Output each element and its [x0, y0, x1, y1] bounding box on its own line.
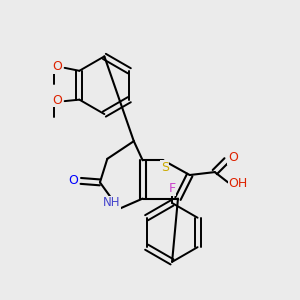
Text: NH: NH: [103, 196, 121, 209]
Text: OH: OH: [229, 177, 248, 190]
Text: S: S: [161, 161, 169, 174]
Text: O: O: [68, 173, 78, 187]
Text: F: F: [169, 182, 176, 195]
Text: O: O: [228, 152, 238, 164]
Text: O: O: [52, 94, 62, 107]
Text: O: O: [52, 61, 62, 74]
